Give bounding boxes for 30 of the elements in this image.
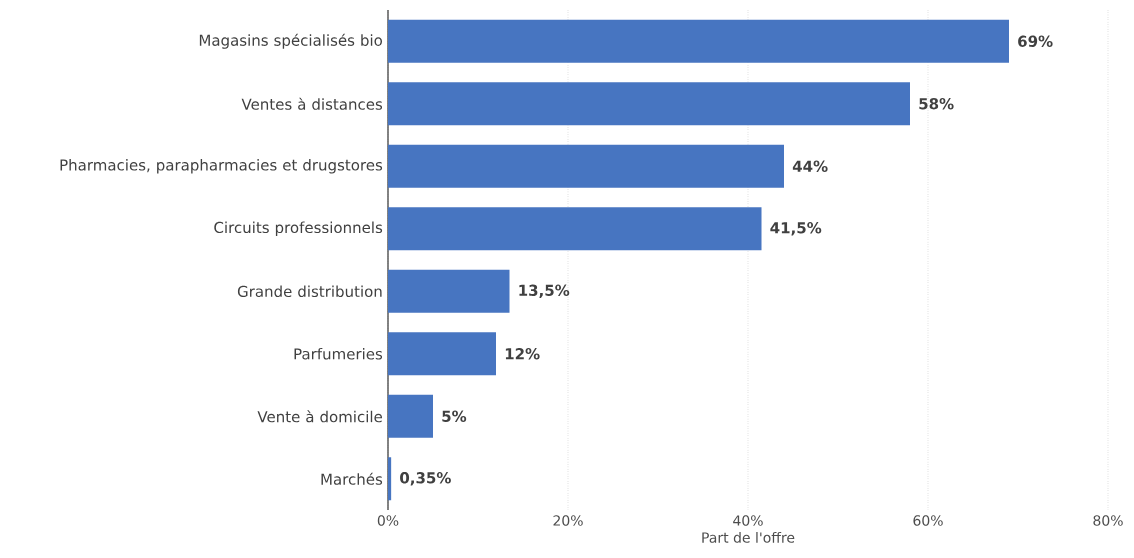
- bar: [388, 394, 433, 438]
- bar: [388, 144, 784, 188]
- bar: [388, 82, 910, 126]
- y-tick-label: Pharmacies, parapharmacies et drugstores: [60, 159, 383, 174]
- data-label: 5%: [442, 410, 467, 422]
- bar: [388, 207, 762, 251]
- data-label: 12%: [505, 348, 540, 360]
- data-label: 69%: [1018, 35, 1053, 47]
- data-label: 0,35%: [400, 472, 451, 486]
- bar: [388, 19, 1009, 63]
- x-tick-label: 80%: [1093, 515, 1123, 526]
- y-tick-label: Grande distribution: [237, 285, 382, 298]
- x-tick-label: 40%: [733, 515, 763, 526]
- y-tick-label: Ventes à distances: [241, 97, 383, 110]
- x-tick-label: 20%: [553, 515, 583, 526]
- bar: [388, 332, 496, 376]
- y-tick-label: Vente à domicile: [257, 410, 382, 423]
- x-tick-label: 60%: [913, 515, 943, 526]
- data-label: 41,5%: [770, 222, 822, 236]
- bar: [388, 269, 510, 313]
- data-label: 58%: [919, 98, 954, 110]
- y-tick-label: Circuits professionnels: [214, 221, 383, 237]
- data-label: 44%: [792, 160, 828, 172]
- y-tick-label: Magasins spécialisés bio: [199, 33, 383, 49]
- y-tick-label: Parfumeries: [294, 347, 383, 360]
- data-label: 13,5%: [519, 284, 570, 298]
- bar: [388, 457, 392, 501]
- y-tick-label: Marchés: [321, 472, 383, 485]
- x-axis-title: Part de l'offre: [702, 531, 795, 543]
- x-tick-label: 0%: [377, 515, 399, 526]
